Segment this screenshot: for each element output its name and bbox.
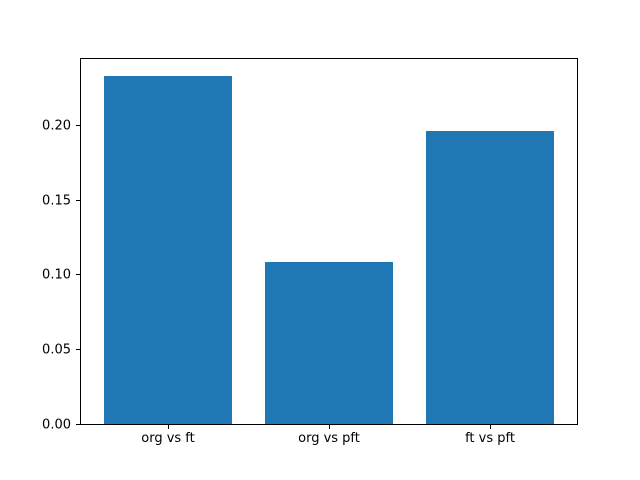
ytick-label: 0.20 [42,118,71,133]
ytick-label: 0.15 [42,193,71,208]
ytick-label: 0.10 [42,267,71,282]
bar-ft-vs-pft [425,130,555,424]
ytick-mark [76,349,80,350]
ytick-mark [76,125,80,126]
ytick-mark [76,200,80,201]
xtick-mark [490,425,491,429]
ytick-label: 0.05 [42,342,71,357]
bar-org-vs-pft [264,262,394,424]
xtick-label: ft vs pft [465,431,515,446]
ytick-mark [76,274,80,275]
xtick-label: org vs pft [298,431,360,446]
ytick-label: 0.00 [42,417,71,432]
bar-org-vs-ft [103,75,233,424]
xtick-mark [329,425,330,429]
xtick-label: org vs ft [141,431,195,446]
xtick-mark [168,425,169,429]
ytick-mark [76,424,80,425]
